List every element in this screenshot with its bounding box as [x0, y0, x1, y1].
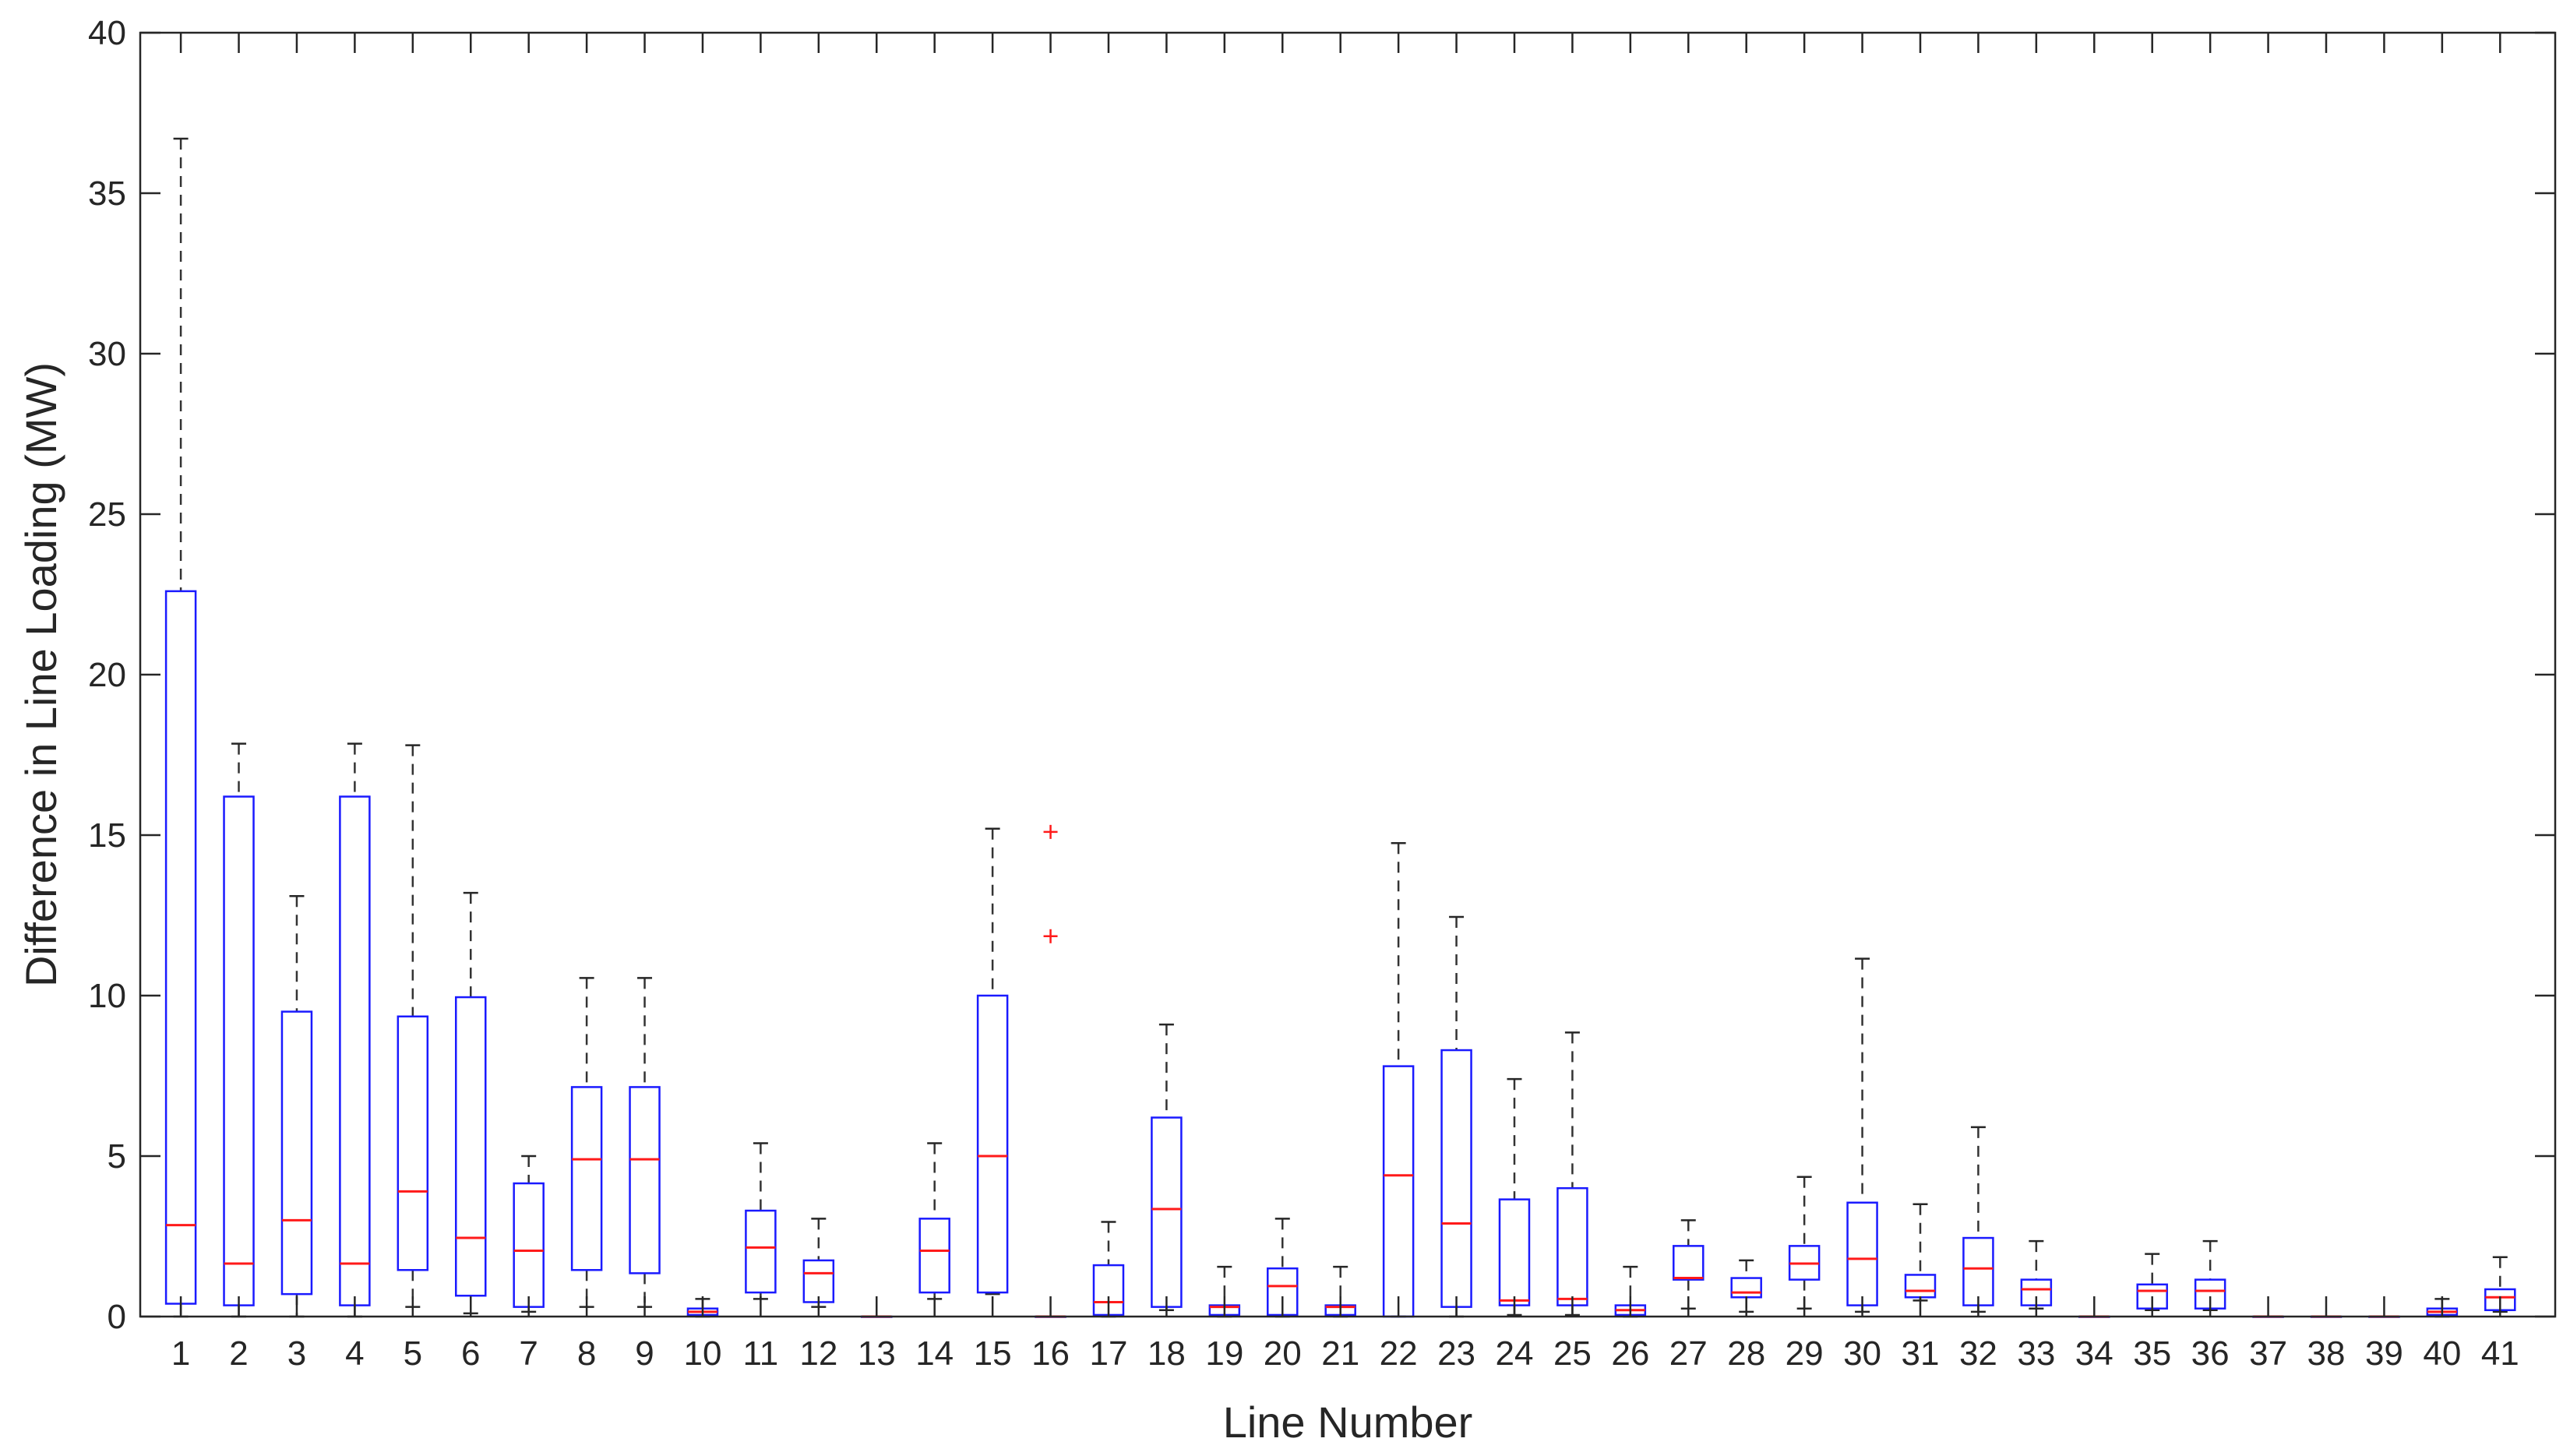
iqr-box: [976, 994, 1009, 1294]
y-tick-label: 25: [88, 495, 126, 534]
x-tick-label: 10: [683, 1334, 721, 1373]
y-tick-label: 30: [88, 335, 126, 373]
outlier-marker: [1043, 929, 1058, 943]
x-tick-label: 8: [577, 1334, 596, 1373]
y-axis-title: Difference in Line Loading (MW): [16, 362, 65, 987]
x-tick-label: 24: [1496, 1334, 1534, 1373]
x-tick-label: 29: [1786, 1334, 1824, 1373]
x-tick-label: 17: [1090, 1334, 1128, 1373]
x-axis-title: Line Number: [1223, 1398, 1473, 1447]
x-tick-label: 34: [2075, 1334, 2113, 1373]
y-tick-label: 15: [88, 816, 126, 855]
x-tick-label: 6: [461, 1334, 480, 1373]
x-tick-label: 25: [1553, 1334, 1592, 1373]
x-tick-label: 20: [1264, 1334, 1302, 1373]
x-tick-label: 12: [799, 1334, 837, 1373]
iqr-box: [1673, 1245, 1705, 1281]
x-tick-label: 21: [1321, 1334, 1359, 1373]
x-tick-label: 19: [1205, 1334, 1243, 1373]
iqr-box: [280, 1010, 313, 1296]
y-tick-label: 20: [88, 656, 126, 694]
x-tick-label: 41: [2481, 1334, 2519, 1373]
box-line-15: [976, 827, 1009, 1296]
y-tick-label: 5: [108, 1137, 126, 1176]
x-tick-label: 38: [2307, 1334, 2346, 1373]
x-tick-label: 23: [1437, 1334, 1475, 1373]
x-tick-label: 16: [1031, 1334, 1070, 1373]
iqr-box: [397, 1015, 429, 1271]
x-tick-label: 1: [171, 1334, 190, 1373]
iqr-box: [745, 1209, 777, 1294]
iqr-box: [918, 1218, 950, 1294]
x-tick-label: 9: [635, 1334, 654, 1373]
outlier-marker: [1043, 824, 1058, 839]
x-tick-label: 15: [974, 1334, 1012, 1373]
x-tick-label: 40: [2423, 1334, 2461, 1373]
x-tick-label: 3: [287, 1334, 306, 1373]
y-tick-label: 40: [88, 14, 126, 52]
x-tick-label: 5: [404, 1334, 422, 1373]
box-line-5: [397, 744, 429, 1308]
x-tick-label: 37: [2249, 1334, 2287, 1373]
x-tick-label: 22: [1380, 1334, 1418, 1373]
y-tick-label: 35: [88, 175, 126, 213]
x-tick-label: 31: [1902, 1334, 1940, 1373]
iqr-box: [570, 1086, 603, 1271]
x-tick-label: 36: [2191, 1334, 2230, 1373]
iqr-box: [454, 996, 487, 1297]
x-tick-label: 27: [1669, 1334, 1708, 1373]
x-tick-label: 32: [1959, 1334, 1997, 1373]
x-tick-label: 28: [1727, 1334, 1765, 1373]
x-tick-label: 26: [1611, 1334, 1649, 1373]
y-tick-label: 10: [88, 977, 126, 1015]
x-tick-label: 7: [519, 1334, 538, 1373]
x-tick-label: 35: [2133, 1334, 2171, 1373]
x-tick-label: 39: [2365, 1334, 2403, 1373]
plot-frame: [139, 31, 2557, 1318]
x-tick-label: 33: [2017, 1334, 2055, 1373]
iqr-box: [629, 1086, 661, 1274]
x-tick-label: 4: [345, 1334, 364, 1373]
x-tick-label: 11: [743, 1334, 779, 1373]
x-tick-label: 30: [1843, 1334, 1881, 1373]
x-tick-label: 13: [858, 1334, 896, 1373]
x-tick-label: 18: [1148, 1334, 1186, 1373]
x-tick-label: 14: [915, 1334, 954, 1373]
x-tick-label: 2: [229, 1334, 248, 1373]
box-line-8: [570, 977, 603, 1308]
y-tick-label: 0: [108, 1298, 126, 1336]
